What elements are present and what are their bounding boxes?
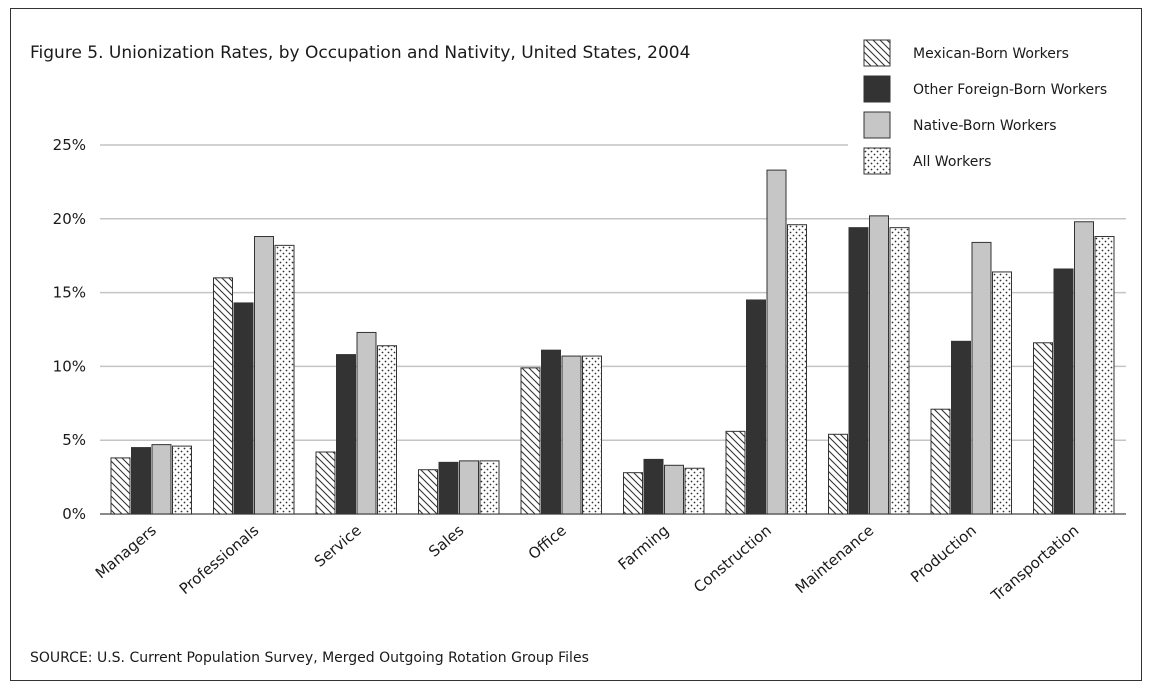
bar-production-mexican-born-workers (930, 408, 951, 515)
bar-office-mexican-born-workers (520, 367, 541, 515)
category-label-office: Office (525, 521, 570, 563)
legend-swatch (863, 75, 891, 103)
chart-title: Figure 5. Unionization Rates, by Occupat… (30, 43, 690, 63)
bar-managers-mexican-born-workers (110, 457, 131, 515)
bar-office-other-foreign-born-workers (541, 349, 561, 515)
y-tick-label: 10% (53, 357, 86, 375)
category-label-professionals: Professionals (176, 521, 263, 598)
bar-managers-other-foreign-born-workers (131, 447, 151, 515)
legend-label: Native-Born Workers (913, 118, 1057, 134)
bar-service-mexican-born-workers (315, 451, 336, 515)
bar-office-native-born-workers (561, 355, 582, 515)
category-label-maintenance: Maintenance (792, 521, 878, 597)
x-axis-categories: Managers Professionals Service Sales Office F… (92, 521, 1082, 605)
y-tick-label: 5% (62, 431, 86, 449)
source-note: SOURCE: U.S. Current Population Survey, … (30, 650, 589, 666)
legend-background (848, 30, 1130, 180)
bar-farming-native-born-workers (664, 464, 684, 515)
legend-label: All Workers (913, 154, 991, 170)
legend-label: Mexican-Born Workers (913, 46, 1069, 62)
chart-frame (10, 8, 1142, 681)
category-label-sales: Sales (425, 521, 467, 561)
bar-maintenance-all-workers (889, 227, 910, 515)
category-label-production: Production (907, 521, 980, 586)
bar-production-native-born-workers (971, 241, 992, 515)
bar-production-all-workers (992, 271, 1012, 515)
bar-sales-other-foreign-born-workers (438, 461, 459, 515)
bar-farming-mexican-born-workers (623, 472, 643, 515)
category-label-construction: Construction (690, 521, 775, 596)
legend-swatch (863, 147, 891, 175)
legend-swatch (863, 111, 891, 139)
bar-professionals-all-workers (274, 244, 295, 515)
bar-maintenance-native-born-workers (869, 215, 889, 515)
category-label-managers: Managers (92, 521, 160, 582)
category-label-farming: Farming (615, 521, 673, 573)
bar-transportation-other-foreign-born-workers (1053, 268, 1074, 515)
bar-maintenance-other-foreign-born-workers (848, 227, 869, 515)
y-tick-label: 15% (53, 284, 86, 302)
category-label-service: Service (311, 521, 365, 570)
bar-service-all-workers (377, 345, 397, 515)
bar-sales-mexican-born-workers (418, 469, 438, 515)
legend-swatch (863, 39, 891, 67)
bar-farming-all-workers (684, 467, 705, 515)
bar-managers-all-workers (172, 445, 192, 515)
bar-service-other-foreign-born-workers (336, 354, 356, 515)
y-tick-label: 0% (62, 505, 86, 523)
bar-sales-all-workers (479, 460, 500, 515)
bar-transportation-all-workers (1094, 236, 1115, 515)
bar-professionals-mexican-born-workers (213, 277, 233, 515)
bar-transportation-mexican-born-workers (1033, 342, 1053, 515)
y-tick-label: 25% (53, 136, 86, 154)
bar-professionals-other-foreign-born-workers (233, 302, 254, 515)
bar-construction-mexican-born-workers (725, 430, 746, 515)
bar-maintenance-mexican-born-workers (828, 433, 848, 515)
category-label-transportation: Transportation (987, 521, 1082, 605)
bar-construction-other-foreign-born-workers (746, 299, 766, 515)
bar-construction-native-born-workers (766, 169, 787, 515)
bar-farming-other-foreign-born-workers (643, 458, 664, 515)
bar-service-native-born-workers (356, 331, 377, 515)
legend: Mexican-Born Workers Other Foreign-Born W… (848, 30, 1130, 180)
bars (110, 169, 1115, 515)
bar-office-all-workers (582, 355, 602, 515)
y-tick-label: 20% (53, 210, 86, 228)
bar-transportation-native-born-workers (1074, 221, 1094, 515)
bar-managers-native-born-workers (151, 444, 172, 515)
bar-production-other-foreign-born-workers (951, 340, 971, 515)
bar-sales-native-born-workers (459, 460, 479, 515)
bar-construction-all-workers (787, 224, 807, 515)
legend-label: Other Foreign-Born Workers (913, 82, 1107, 98)
bar-professionals-native-born-workers (254, 236, 274, 515)
y-axis-ticks: 0% 5% 10% 15% 20% 25% (53, 136, 86, 523)
